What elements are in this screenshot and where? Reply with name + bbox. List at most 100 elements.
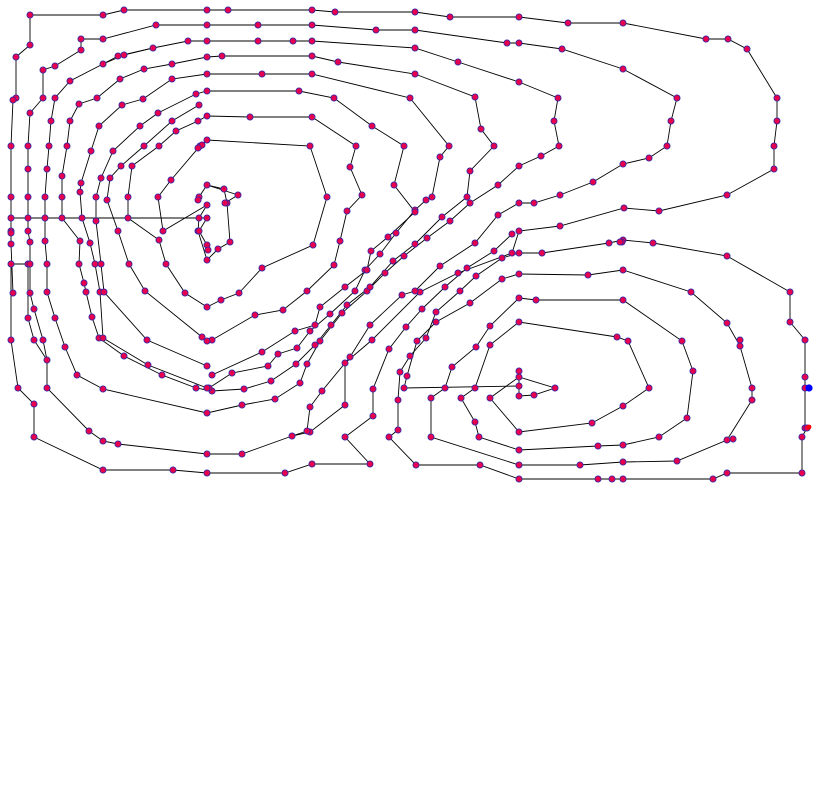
path-node [376,250,384,258]
path-node [73,371,81,379]
path-node [41,214,49,222]
path-node [554,94,562,102]
path-node [203,37,211,45]
path-segment-19 [388,252,808,480]
path-node [168,75,176,83]
path-node [334,58,342,66]
path-node [515,162,523,170]
path-node [12,53,20,61]
path-node [411,240,419,248]
path-node [723,319,731,327]
path-node [619,441,627,449]
path-node [303,360,311,368]
path-node [181,289,189,297]
path-node [30,305,38,313]
path-node [125,260,133,268]
path-node [594,442,602,450]
path-node [588,419,596,427]
path-node [743,45,751,53]
path-node [351,287,359,295]
path-node [308,52,316,60]
path-node [203,6,211,14]
path-node [152,21,160,29]
path-node [411,26,419,34]
path-node [729,435,737,443]
path-node [336,237,344,245]
path-node [385,433,393,441]
path-node [24,227,32,235]
path-node [114,227,122,235]
path-node [203,450,211,458]
path-node [43,165,51,173]
path-node [195,214,203,222]
path-node [26,289,34,297]
path-node [303,427,311,435]
path-node [124,214,132,222]
path-node [26,109,34,117]
path-node [515,373,523,381]
path-node [95,122,103,130]
path-node [117,162,125,170]
path-node [564,19,572,27]
path-node [619,19,627,27]
path-node [466,199,474,207]
path-node [308,37,316,45]
path-node [418,305,426,313]
path-node [398,291,406,299]
path-node [394,396,402,404]
path-node [106,174,114,182]
path-node [149,44,157,52]
path-node [155,236,163,244]
path-node [471,418,479,426]
path-node [423,234,431,242]
path-node [87,147,95,155]
path-node [128,162,136,170]
path-node [235,289,243,297]
path-node [203,87,211,95]
path-node [103,196,111,204]
path-node [7,336,15,344]
path-node [93,94,101,102]
path-node [454,269,462,277]
path-node [184,37,192,45]
path-node [358,191,366,199]
path-node [441,384,449,392]
path-node [203,70,211,78]
path-node [308,6,316,14]
path-node [343,207,351,215]
path-node [702,35,710,43]
path-node [306,403,314,411]
path-node [114,440,122,448]
path-node [396,368,404,376]
path-node [85,427,93,435]
path-node [155,142,163,150]
path-node [291,327,299,335]
path-node [9,96,17,104]
path-node [308,113,316,121]
path-node [203,21,211,29]
path-node [406,94,414,102]
path-node [76,188,84,196]
path-node [24,214,32,222]
path-node [158,371,166,379]
path-node [466,299,474,307]
path-node [645,384,653,392]
path-node [366,321,374,329]
path-node [689,367,697,375]
path-node [515,367,523,375]
path-node [515,392,523,400]
path-node [203,214,211,222]
path-node [343,301,351,309]
path-node [99,60,107,68]
path-node [167,176,175,184]
path-node [24,165,32,173]
path-node [80,279,88,287]
path-node [723,469,731,477]
path-node [217,296,225,304]
path-node [308,460,316,468]
path-segment-2 [81,24,678,437]
path-node [427,433,435,441]
path-node [77,179,85,187]
path-node [619,458,627,466]
path-node [195,227,203,235]
